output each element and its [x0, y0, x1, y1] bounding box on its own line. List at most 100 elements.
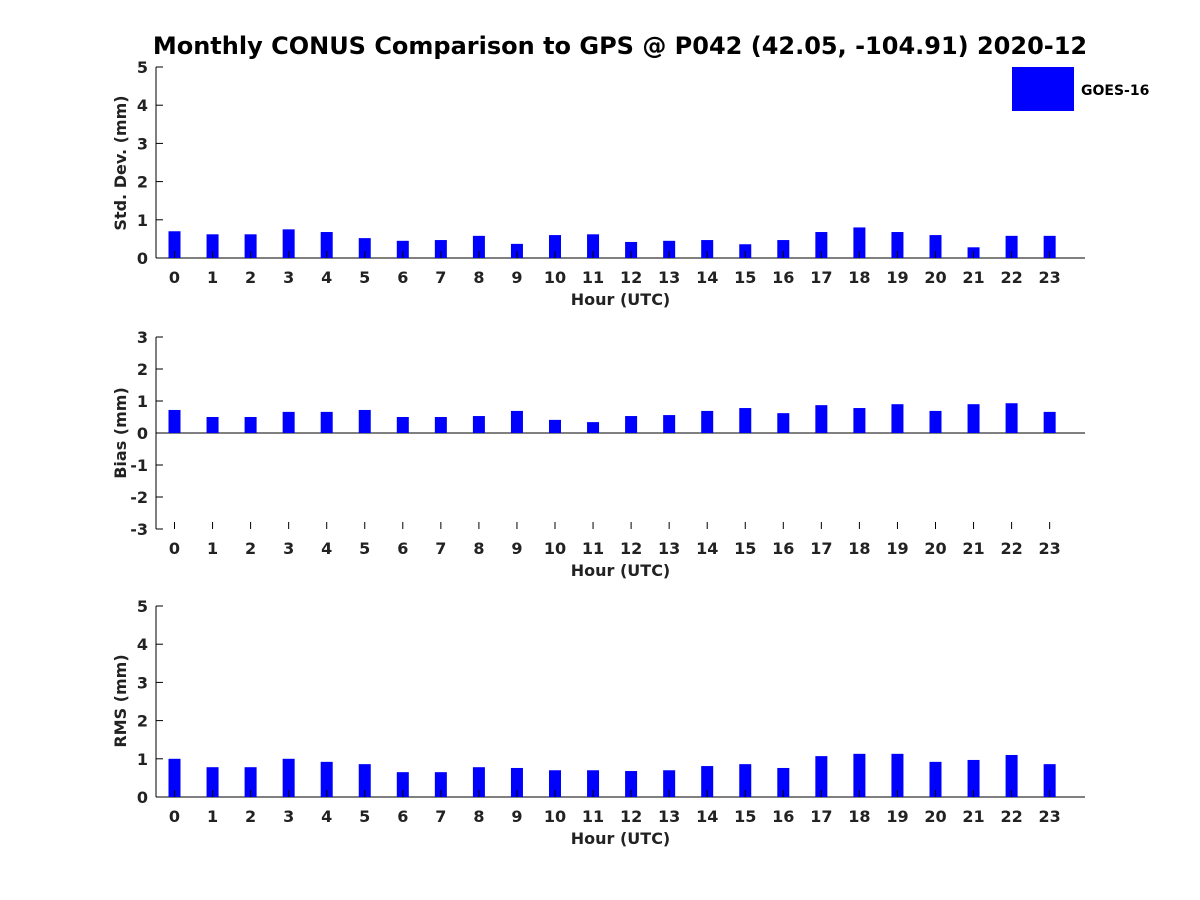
std-dev-x-tick-label: 7: [435, 268, 446, 287]
rms-bar: [320, 761, 333, 797]
bias-x-axis-label: Hour (UTC): [571, 561, 671, 580]
std-dev-bar: [853, 227, 866, 258]
std-dev-bar: [891, 232, 904, 258]
std-dev-x-tick-label: 1: [207, 268, 218, 287]
std-dev-bar: [472, 235, 485, 258]
bias-bar: [777, 413, 790, 433]
rms-bar: [549, 770, 561, 797]
std-dev-x-tick-label: 8: [473, 268, 484, 287]
std-dev-bar: [510, 243, 523, 258]
rms-bar: [396, 772, 409, 797]
rms-x-tick-label: 19: [886, 807, 908, 826]
rms-x-tick-label: 11: [582, 807, 604, 826]
std-dev-bar: [1005, 235, 1018, 258]
bias-y-axis-label: Bias (mm): [111, 387, 130, 479]
rms-y-tick-label: 1: [137, 750, 148, 769]
std-dev-x-tick-label: 13: [658, 268, 680, 287]
std-dev-x-tick-label: 21: [962, 268, 984, 287]
bias-bar: [853, 408, 866, 433]
std-dev-bar: [282, 229, 295, 258]
bias-y-tick-label: 3: [137, 328, 148, 347]
rms-x-tick-label: 5: [359, 807, 370, 826]
bias-bar: [320, 411, 333, 433]
std-dev-y-tick-label: 0: [137, 249, 148, 268]
std-dev-y-tick-label: 5: [137, 58, 148, 77]
std-dev-bar: [206, 234, 219, 258]
bias-x-tick-label: 19: [886, 539, 908, 558]
rms-x-tick-label: 18: [848, 807, 870, 826]
rms-x-tick-label: 20: [924, 807, 946, 826]
bias-bar: [244, 417, 257, 433]
std-dev-x-tick-label: 0: [169, 268, 180, 287]
rms-bar: [1005, 754, 1018, 797]
bias-x-tick-label: 4: [321, 539, 332, 558]
rms-bar: [967, 759, 980, 797]
std-dev-bar: [587, 234, 600, 258]
bias-bar: [1005, 403, 1018, 433]
rms-x-tick-label: 23: [1039, 807, 1061, 826]
bias-x-tick-label: 23: [1039, 539, 1061, 558]
bias-x-tick-label: 9: [511, 539, 522, 558]
rms-bar: [625, 771, 638, 797]
bias-bar: [358, 409, 371, 433]
bias-bar: [587, 422, 600, 433]
std-dev-x-tick-label: 3: [283, 268, 294, 287]
rms-bar: [358, 764, 371, 797]
std-dev-bar: [549, 235, 561, 258]
rms-x-tick-label: 3: [283, 807, 294, 826]
std-dev-x-tick-label: 17: [810, 268, 832, 287]
legend-label: GOES-16: [1081, 83, 1149, 99]
rms-bar: [853, 753, 866, 797]
bias-bar: [206, 417, 219, 433]
std-dev-y-tick-label: 1: [137, 211, 148, 230]
rms-y-tick-label: 4: [137, 635, 148, 654]
rms-bar: [891, 753, 904, 797]
bias-x-tick-label: 13: [658, 539, 680, 558]
bias-bar: [1043, 411, 1056, 433]
bias-y-tick-label: 1: [137, 392, 148, 411]
std-dev-x-tick-label: 5: [359, 268, 370, 287]
std-dev-x-tick-label: 16: [772, 268, 794, 287]
std-dev-x-tick-label: 20: [924, 268, 946, 287]
std-dev-x-tick-label: 14: [696, 268, 718, 287]
std-dev-x-axis-label: Hour (UTC): [571, 290, 671, 309]
bias-x-tick-label: 21: [962, 539, 984, 558]
bias-y-tick-label: 2: [137, 360, 148, 379]
std-dev-y-tick-label: 2: [137, 173, 148, 192]
std-dev-y-tick-label: 3: [137, 134, 148, 153]
std-dev-bar: [244, 234, 257, 258]
bias-bar: [549, 419, 561, 433]
rms-bar: [587, 770, 600, 797]
std-dev-x-tick-label: 12: [620, 268, 642, 287]
std-dev-x-tick-label: 6: [397, 268, 408, 287]
bias-bar: [510, 410, 523, 433]
rms-x-tick-label: 7: [435, 807, 446, 826]
rms-x-tick-label: 4: [321, 807, 332, 826]
std-dev-bar: [625, 241, 638, 258]
bias-x-tick-label: 2: [245, 539, 256, 558]
rms-x-tick-label: 2: [245, 807, 256, 826]
bias-x-tick-label: 1: [207, 539, 218, 558]
bias-x-tick-label: 16: [772, 539, 794, 558]
bias-bar: [434, 417, 447, 433]
rms-x-tick-label: 0: [169, 807, 180, 826]
bias-y-tick-label: -3: [130, 520, 148, 539]
bias-bar: [891, 404, 904, 433]
rms-x-axis-label: Hour (UTC): [571, 829, 671, 848]
bias-bar: [396, 417, 409, 433]
rms-x-tick-label: 16: [772, 807, 794, 826]
std-dev-bar: [358, 238, 371, 258]
rms-bar: [472, 767, 485, 797]
bias-bar: [472, 416, 485, 433]
rms-x-tick-label: 21: [962, 807, 984, 826]
bias-bar: [701, 410, 714, 433]
std-dev-x-tick-label: 10: [544, 268, 566, 287]
rms-bar: [701, 766, 714, 797]
std-dev-bar: [777, 240, 790, 258]
bias-x-tick-label: 14: [696, 539, 718, 558]
rms-y-tick-label: 0: [137, 788, 148, 807]
rms-x-tick-label: 14: [696, 807, 718, 826]
bias-x-tick-label: 22: [1000, 539, 1022, 558]
